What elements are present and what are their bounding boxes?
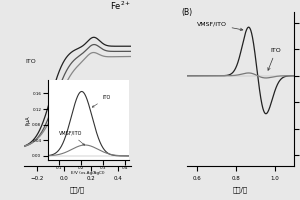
- Text: VMSF/ITO: VMSF/ITO: [196, 21, 243, 31]
- Text: (B): (B): [181, 8, 192, 17]
- X-axis label: 电位/伏: 电位/伏: [233, 186, 248, 193]
- Text: ITO: ITO: [25, 59, 36, 64]
- Text: Fe$^{2+}$: Fe$^{2+}$: [110, 0, 131, 12]
- Text: ITO: ITO: [268, 48, 281, 70]
- X-axis label: 电位/伏: 电位/伏: [70, 186, 85, 193]
